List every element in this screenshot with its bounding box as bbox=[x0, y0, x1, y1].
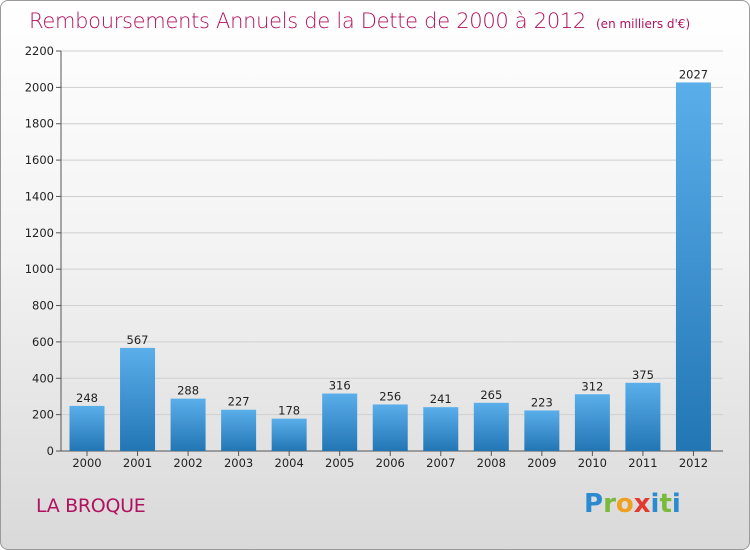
bar-2010 bbox=[574, 394, 610, 451]
chart-title: Remboursements Annuels de la Dette de 20… bbox=[29, 9, 586, 33]
y-tick-label: 1200 bbox=[25, 226, 54, 240]
y-tick-label: 2000 bbox=[25, 80, 54, 94]
bars bbox=[69, 82, 711, 452]
bar-2002 bbox=[170, 398, 206, 451]
y-tick-label: 1400 bbox=[25, 189, 54, 203]
y-tick-label: 600 bbox=[32, 335, 54, 349]
x-tick-label: 2008 bbox=[477, 456, 506, 470]
x-tick-label: 2006 bbox=[376, 456, 405, 470]
bar-2008 bbox=[473, 402, 509, 451]
bar-2009 bbox=[524, 410, 560, 451]
data-label: 227 bbox=[228, 395, 250, 409]
bar-2011 bbox=[625, 382, 661, 451]
grid-lines bbox=[61, 50, 723, 416]
x-tick-label: 2011 bbox=[628, 456, 657, 470]
chart-title-block: Remboursements Annuels de la Dette de 20… bbox=[29, 9, 690, 33]
x-tick-label: 2004 bbox=[275, 456, 304, 470]
x-tick-label: 2001 bbox=[123, 456, 152, 470]
bar-2007 bbox=[423, 407, 459, 451]
data-label: 223 bbox=[531, 395, 553, 409]
y-tick-label: 2200 bbox=[25, 44, 54, 58]
data-label: 567 bbox=[127, 333, 149, 347]
data-label: 316 bbox=[329, 379, 351, 393]
x-tick-label: 2010 bbox=[578, 456, 607, 470]
y-tick-label: 0 bbox=[47, 444, 54, 458]
bar-2006 bbox=[372, 404, 408, 451]
data-label: 312 bbox=[581, 379, 603, 393]
x-tick-label: 2005 bbox=[325, 456, 354, 470]
data-label: 265 bbox=[480, 388, 502, 402]
y-tick-label: 1000 bbox=[25, 262, 54, 276]
data-label: 178 bbox=[278, 404, 300, 418]
bar-2003 bbox=[221, 409, 257, 451]
y-tick-label: 200 bbox=[32, 408, 54, 422]
data-label: 288 bbox=[177, 384, 199, 398]
y-tick-label: 1600 bbox=[25, 153, 54, 167]
x-tick-label: 2009 bbox=[527, 456, 556, 470]
y-tick-label: 800 bbox=[32, 299, 54, 313]
x-tick-label: 2012 bbox=[679, 456, 708, 470]
y-tick-label: 400 bbox=[32, 371, 54, 385]
labels: 0 200 400 600 800 1000 1200 1400 1600 1800 2000 220… bbox=[25, 44, 708, 470]
commune-name: LA BROQUE bbox=[36, 495, 146, 517]
chart-unit: (en milliers d'€) bbox=[596, 17, 691, 31]
data-label: 375 bbox=[632, 368, 654, 382]
data-label: 256 bbox=[379, 389, 401, 403]
data-label: 241 bbox=[430, 392, 452, 406]
y-tick-label: 1800 bbox=[25, 117, 54, 131]
bar-2004 bbox=[271, 418, 307, 451]
x-tick-label: 2003 bbox=[224, 456, 253, 470]
x-tick-label: 2002 bbox=[173, 456, 202, 470]
bar-2012 bbox=[675, 82, 711, 452]
data-label: 248 bbox=[76, 391, 98, 405]
bar-2000 bbox=[69, 405, 105, 451]
data-label: 2027 bbox=[679, 67, 708, 81]
x-tick-label: 2000 bbox=[72, 456, 101, 470]
bar-2001 bbox=[120, 347, 156, 451]
bar-2005 bbox=[322, 393, 358, 451]
proxiti-logo: Proxiti bbox=[584, 489, 681, 519]
x-tick-label: 2007 bbox=[426, 456, 455, 470]
